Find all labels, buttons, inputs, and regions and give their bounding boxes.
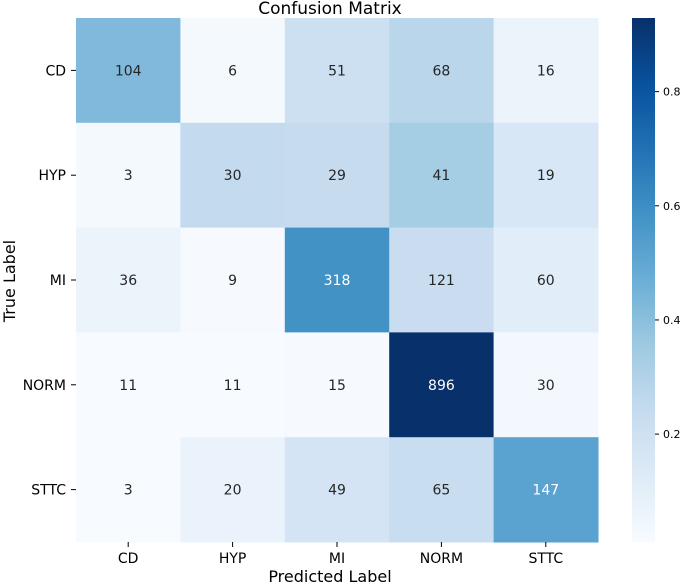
- cell-value-label: 11: [119, 378, 137, 394]
- cell-value-label: 11: [224, 378, 242, 394]
- cell-value-label: 896: [428, 378, 455, 394]
- cell-value-labels: 104 6 51 68 16 3 30 29 41 19 36 9 318 121 60 11 11 15 896 3…: [115, 63, 559, 498]
- x-tick-label: HYP: [219, 551, 247, 567]
- heatmap-cell: [284, 332, 390, 438]
- cell-value-label: 16: [537, 63, 555, 79]
- heatmap-cell: [493, 227, 599, 333]
- heatmap-cell: [389, 227, 495, 333]
- cell-value-label: 3: [124, 168, 133, 184]
- cell-value-label: 3: [124, 483, 133, 499]
- cell-value-label: 6: [228, 63, 237, 79]
- cell-value-label: 30: [224, 168, 242, 184]
- cell-value-label: 104: [115, 63, 142, 79]
- y-tick-label: CD: [45, 63, 66, 79]
- cell-value-label: 68: [432, 63, 450, 79]
- x-axis-ticks: CD HYP MI NORM STTC: [118, 542, 563, 567]
- cell-value-label: 9: [228, 273, 237, 289]
- x-tick-label: STTC: [528, 551, 563, 567]
- heatmap-cell: [493, 437, 599, 543]
- heatmap-cell: [284, 437, 390, 543]
- heatmap-cell: [389, 332, 495, 438]
- cell-value-label: 30: [537, 378, 555, 394]
- y-tick-label: NORM: [23, 378, 66, 394]
- y-axis-label: True Label: [0, 240, 19, 323]
- heatmap-cell: [76, 227, 181, 333]
- heatmap-cell: [284, 227, 390, 333]
- cell-value-label: 60: [537, 273, 555, 289]
- colorbar: [632, 18, 655, 542]
- heatmap-cell: [389, 437, 495, 543]
- heatmap-cell: [180, 122, 286, 229]
- y-tick-label: HYP: [38, 168, 66, 184]
- x-tick-label: NORM: [420, 551, 463, 567]
- heatmap-cell: [284, 18, 390, 124]
- heatmap-cell: [76, 332, 181, 438]
- heatmap-cell: [180, 227, 286, 333]
- chart-title: Confusion Matrix: [258, 0, 402, 19]
- y-tick-label: MI: [50, 273, 66, 289]
- y-tick-label: STTC: [31, 483, 66, 499]
- colorbar-tick-label: 0.6: [663, 200, 681, 213]
- cell-value-label: 49: [328, 483, 346, 499]
- heatmap-cell: [284, 122, 390, 229]
- cell-value-label: 15: [328, 378, 346, 394]
- cell-value-label: 147: [532, 483, 559, 499]
- cell-value-label: 51: [328, 63, 346, 79]
- heatmap-cell: [180, 437, 286, 543]
- cell-value-label: 318: [324, 273, 351, 289]
- cell-value-label: 121: [428, 273, 455, 289]
- cell-value-label: 29: [328, 168, 346, 184]
- colorbar-tick-label: 0.2: [663, 428, 681, 441]
- x-tick-label: MI: [329, 551, 345, 567]
- x-axis-label: Predicted Label: [268, 567, 391, 584]
- colorbar-tick-label: 0.4: [663, 314, 681, 327]
- heatmap-cell: [180, 332, 286, 438]
- y-axis-ticks: CD HYP MI NORM STTC: [23, 63, 76, 499]
- heatmap-cells: [76, 18, 599, 543]
- heatmap-cell: [493, 122, 599, 229]
- heatmap-cell: [493, 332, 599, 438]
- cell-value-label: 41: [432, 168, 450, 184]
- colorbar-ticks: 0.2 0.4 0.6 0.8: [655, 86, 681, 441]
- colorbar-tick-label: 0.8: [663, 86, 681, 99]
- heatmap-cell: [389, 18, 495, 124]
- heatmap-cell: [493, 18, 599, 124]
- cell-value-label: 36: [119, 273, 137, 289]
- heatmap-cell: [389, 122, 495, 229]
- heatmap-cell: [76, 437, 181, 543]
- cell-value-label: 20: [224, 483, 242, 499]
- cell-value-label: 65: [432, 483, 450, 499]
- heatmap-cell: [76, 18, 181, 124]
- cell-value-label: 19: [537, 168, 555, 184]
- heatmap-cell: [180, 18, 286, 124]
- x-tick-label: CD: [118, 551, 139, 567]
- heatmap-cell: [76, 122, 181, 229]
